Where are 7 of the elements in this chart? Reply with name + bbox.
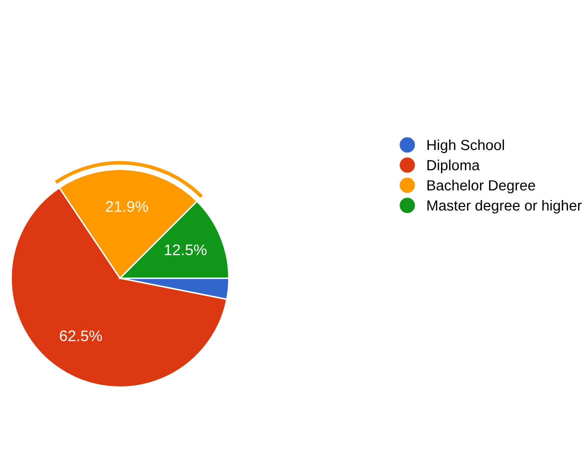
legend-label: Diploma — [427, 160, 480, 174]
data-label: 12.5% — [164, 244, 207, 256]
legend-label: Master degree or higher — [427, 200, 582, 214]
data-label: 21.9% — [106, 201, 148, 212]
legend-label: High School — [427, 139, 504, 154]
legend-label: Bachelor Degree — [427, 180, 536, 194]
data-label: 62.5% — [60, 330, 102, 342]
